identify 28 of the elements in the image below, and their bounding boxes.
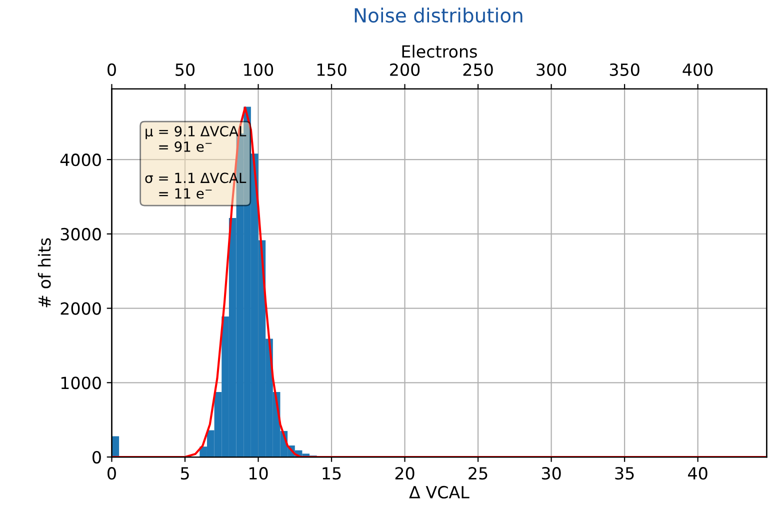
x2-tick-label: 350	[610, 63, 640, 76]
x-tick-label: 40	[688, 467, 708, 480]
x2-axis-title: Electrons	[402, 44, 477, 58]
x-tick-label: 35	[615, 467, 634, 480]
y-tick-label: 1000	[61, 376, 101, 390]
x2-tick-label: 150	[317, 63, 346, 76]
y-axis-title: # of hits	[38, 238, 51, 308]
x-tick-label: 20	[395, 467, 414, 480]
x2-tick-label: 50	[176, 63, 194, 76]
y-tick-label: 4000	[60, 154, 101, 166]
y-tick-label: 0	[92, 450, 101, 464]
x-tick-label: 0	[108, 467, 116, 480]
x-tick-label: 25	[468, 467, 488, 480]
x2-tick-label: 400	[682, 63, 713, 76]
x-tick-label: 10	[249, 467, 268, 480]
chart-title: Noise distribution	[354, 8, 522, 23]
text: μ = 9.1 ΔVCAL = 91 e$^{−}$ σ = 1.1 ΔVCAL = 11 e$^{−}$	[145, 126, 246, 199]
x-axis-title: Δ VCAL	[409, 486, 470, 499]
x-tick-label: 15	[322, 467, 341, 480]
y-tick-label: 2000	[60, 302, 101, 315]
x2-tick-label: 100	[244, 63, 274, 76]
x-tick-label: 30	[542, 467, 561, 480]
x2-tick-label: 200	[390, 63, 420, 76]
x-tick-label: 5	[180, 467, 189, 480]
x2-tick-label: 300	[536, 63, 566, 76]
x2-tick-label: 250	[463, 63, 493, 76]
x2-tick-label: 0	[108, 63, 116, 76]
y-tick-label: 3000	[60, 228, 101, 240]
